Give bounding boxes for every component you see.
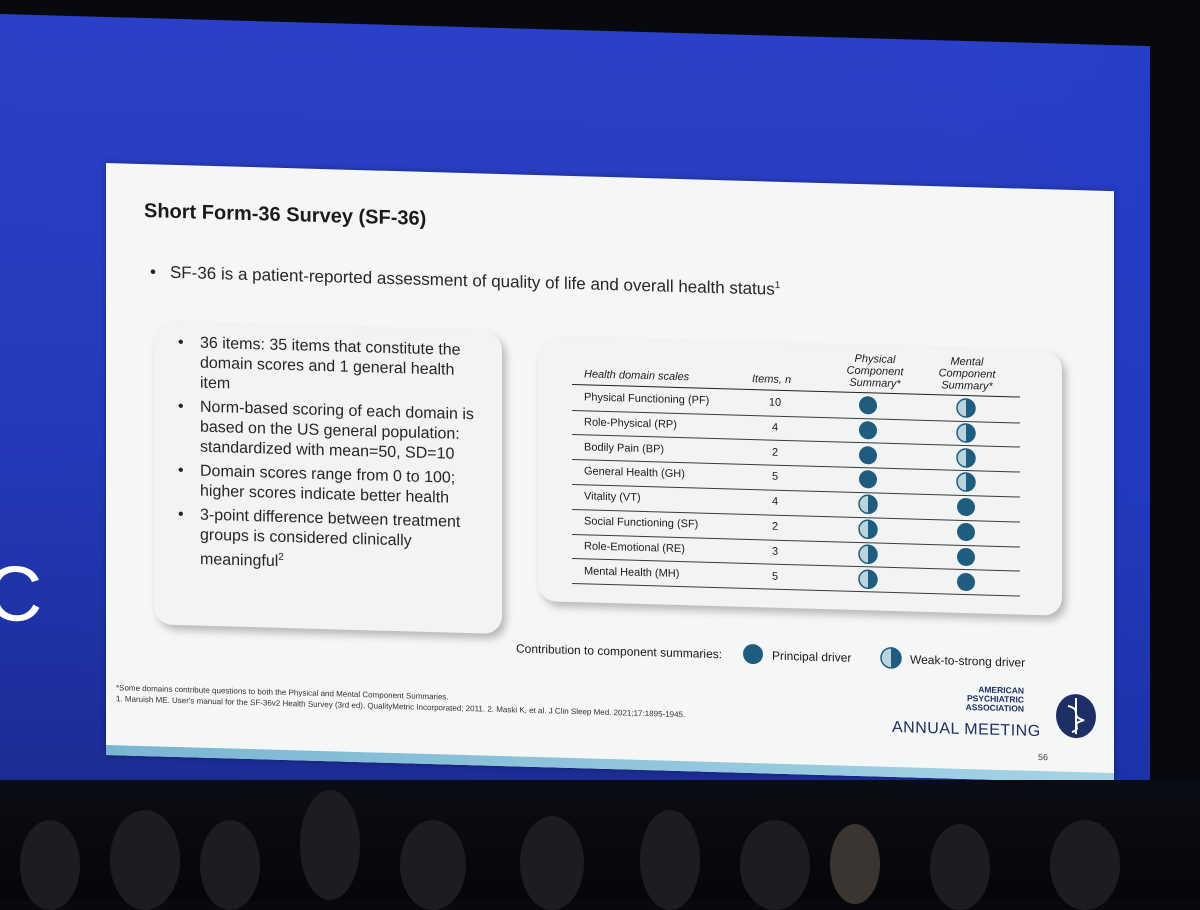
- slide-title: Short Form-36 Survey (SF-36): [144, 200, 427, 230]
- main-bullet-text: SF-36 is a patient-reported assessment o…: [169, 262, 775, 299]
- annual-meeting-label: ANNUAL MEETING: [892, 718, 1041, 741]
- principal-driver-icon: [859, 421, 877, 440]
- weak-driver-icon: [956, 447, 976, 468]
- weak-driver-icon: [858, 519, 878, 540]
- principal-driver-icon: [859, 445, 877, 464]
- weak-driver-icon: [956, 423, 976, 443]
- org-name: AMERICAN PSYCHIATRIC ASSOCIATION: [965, 684, 1024, 714]
- key-point: • 3-point difference between treatment gr…: [178, 506, 461, 571]
- page-number: 56: [1038, 752, 1049, 763]
- table-row: Social Functioning (SF) 2: [572, 509, 1020, 548]
- header-domain: Health domain scales: [584, 368, 690, 384]
- key-point-superscript: 2: [278, 551, 284, 563]
- main-bullet: • SF-36 is a patient-reported assessment …: [150, 262, 910, 303]
- key-point-text: 3-point difference between treatment gro…: [200, 506, 461, 571]
- table-body: Physical Functioning (PF) 10 Role-Physical…: [538, 337, 1062, 597]
- table-row: Vitality (VT) 4: [572, 484, 1020, 523]
- item-count: 5: [771, 570, 779, 583]
- audience-head: [1050, 820, 1120, 910]
- audience-head: [400, 820, 466, 910]
- item-count: 4: [771, 495, 779, 508]
- weak-driver-icon: [858, 544, 878, 564]
- item-count: 10: [768, 396, 782, 409]
- key-point-text: Domain scores range from 0 to 100; highe…: [200, 462, 456, 507]
- key-point-text: 36 items: 35 items that constitute the d…: [200, 334, 461, 393]
- principal-driver-icon: [957, 498, 975, 517]
- audience-head: [110, 810, 180, 910]
- principal-driver-icon: [957, 523, 975, 542]
- key-points-list: • 36 items: 35 items that constitute the …: [154, 322, 502, 578]
- audience-silhouettes: [0, 780, 1200, 910]
- principal-driver-icon: [957, 572, 975, 591]
- audience-head: [20, 820, 80, 910]
- audience-head: [830, 824, 880, 904]
- weak-driver-icon: [858, 494, 878, 515]
- domain-name: Role-Emotional (RE): [584, 540, 685, 555]
- audience-head: [740, 820, 810, 910]
- weak-driver-icon: [858, 569, 878, 589]
- header-items: Items, n: [752, 373, 792, 387]
- principal-driver-icon: [743, 644, 763, 665]
- table-row: Physical Functioning (PF) 10: [572, 385, 1020, 424]
- audience-head: [640, 810, 700, 910]
- key-point: • 36 items: 35 items that constitute the …: [178, 334, 461, 393]
- slide: Short Form-36 Survey (SF-36) • SF-36 is a…: [106, 163, 1114, 784]
- apa-seal-logo: [1056, 694, 1096, 739]
- bullet-dot: •: [150, 262, 156, 282]
- weak-driver-icon: [880, 647, 902, 669]
- key-points-box: • 36 items: 35 items that constitute the …: [154, 322, 502, 635]
- domain-name: Role-Physical (RP): [584, 416, 677, 431]
- header-physical: Physical Component Summary*: [846, 352, 904, 391]
- table-row: General Health (GH) 5: [572, 459, 1020, 498]
- domain-name: Physical Functioning (PF): [584, 391, 710, 407]
- header-mental: Mental Component Summary*: [938, 355, 996, 393]
- legend-title: Contribution to component summaries:: [516, 641, 723, 662]
- domain-name: Vitality (VT): [584, 490, 641, 505]
- table-row: Role-Emotional (RE) 3: [572, 533, 1020, 572]
- domain-name: General Health (GH): [584, 465, 685, 481]
- principal-driver-icon: [859, 396, 877, 415]
- audience-head: [300, 790, 360, 900]
- audience-head: [200, 820, 260, 910]
- table-row: Mental Health (MH) 5: [572, 558, 1020, 597]
- legend-weak-label: Weak-to-strong driver: [910, 652, 1026, 670]
- domain-name: Mental Health (MH): [584, 564, 680, 580]
- domain-table-card: Health domain scales Items, n Physical C…: [538, 337, 1062, 616]
- key-point-text: Norm-based scoring of each domain is bas…: [200, 398, 474, 463]
- principal-driver-icon: [859, 470, 877, 489]
- legend: Contribution to component summaries: Pri…: [516, 636, 1056, 675]
- weak-driver-icon: [956, 472, 976, 493]
- background-letter: C: [0, 548, 43, 639]
- domain-name: Social Functioning (SF): [584, 515, 699, 531]
- item-count: 3: [771, 545, 779, 558]
- audience-head: [520, 816, 584, 910]
- item-count: 2: [771, 520, 779, 533]
- weak-driver-icon: [956, 398, 976, 418]
- key-point: • Domain scores range from 0 to 100; high…: [178, 462, 456, 507]
- domain-name: Bodily Pain (BP): [584, 440, 665, 456]
- apa-annual-meeting-branding: AMERICAN PSYCHIATRIC ASSOCIATION ANNUAL …: [888, 683, 1098, 749]
- legend-principal-label: Principal driver: [772, 648, 852, 665]
- table-row: Role-Physical (RP) 4: [572, 409, 1020, 448]
- item-count: 4: [771, 421, 779, 434]
- item-count: 5: [771, 470, 779, 484]
- audience-head: [930, 824, 990, 910]
- principal-driver-icon: [957, 547, 975, 566]
- key-point: • Norm-based scoring of each domain is ba…: [178, 398, 474, 463]
- main-bullet-superscript: 1: [774, 280, 781, 292]
- item-count: 2: [771, 446, 779, 459]
- table-row: Bodily Pain (BP) 2: [572, 434, 1020, 473]
